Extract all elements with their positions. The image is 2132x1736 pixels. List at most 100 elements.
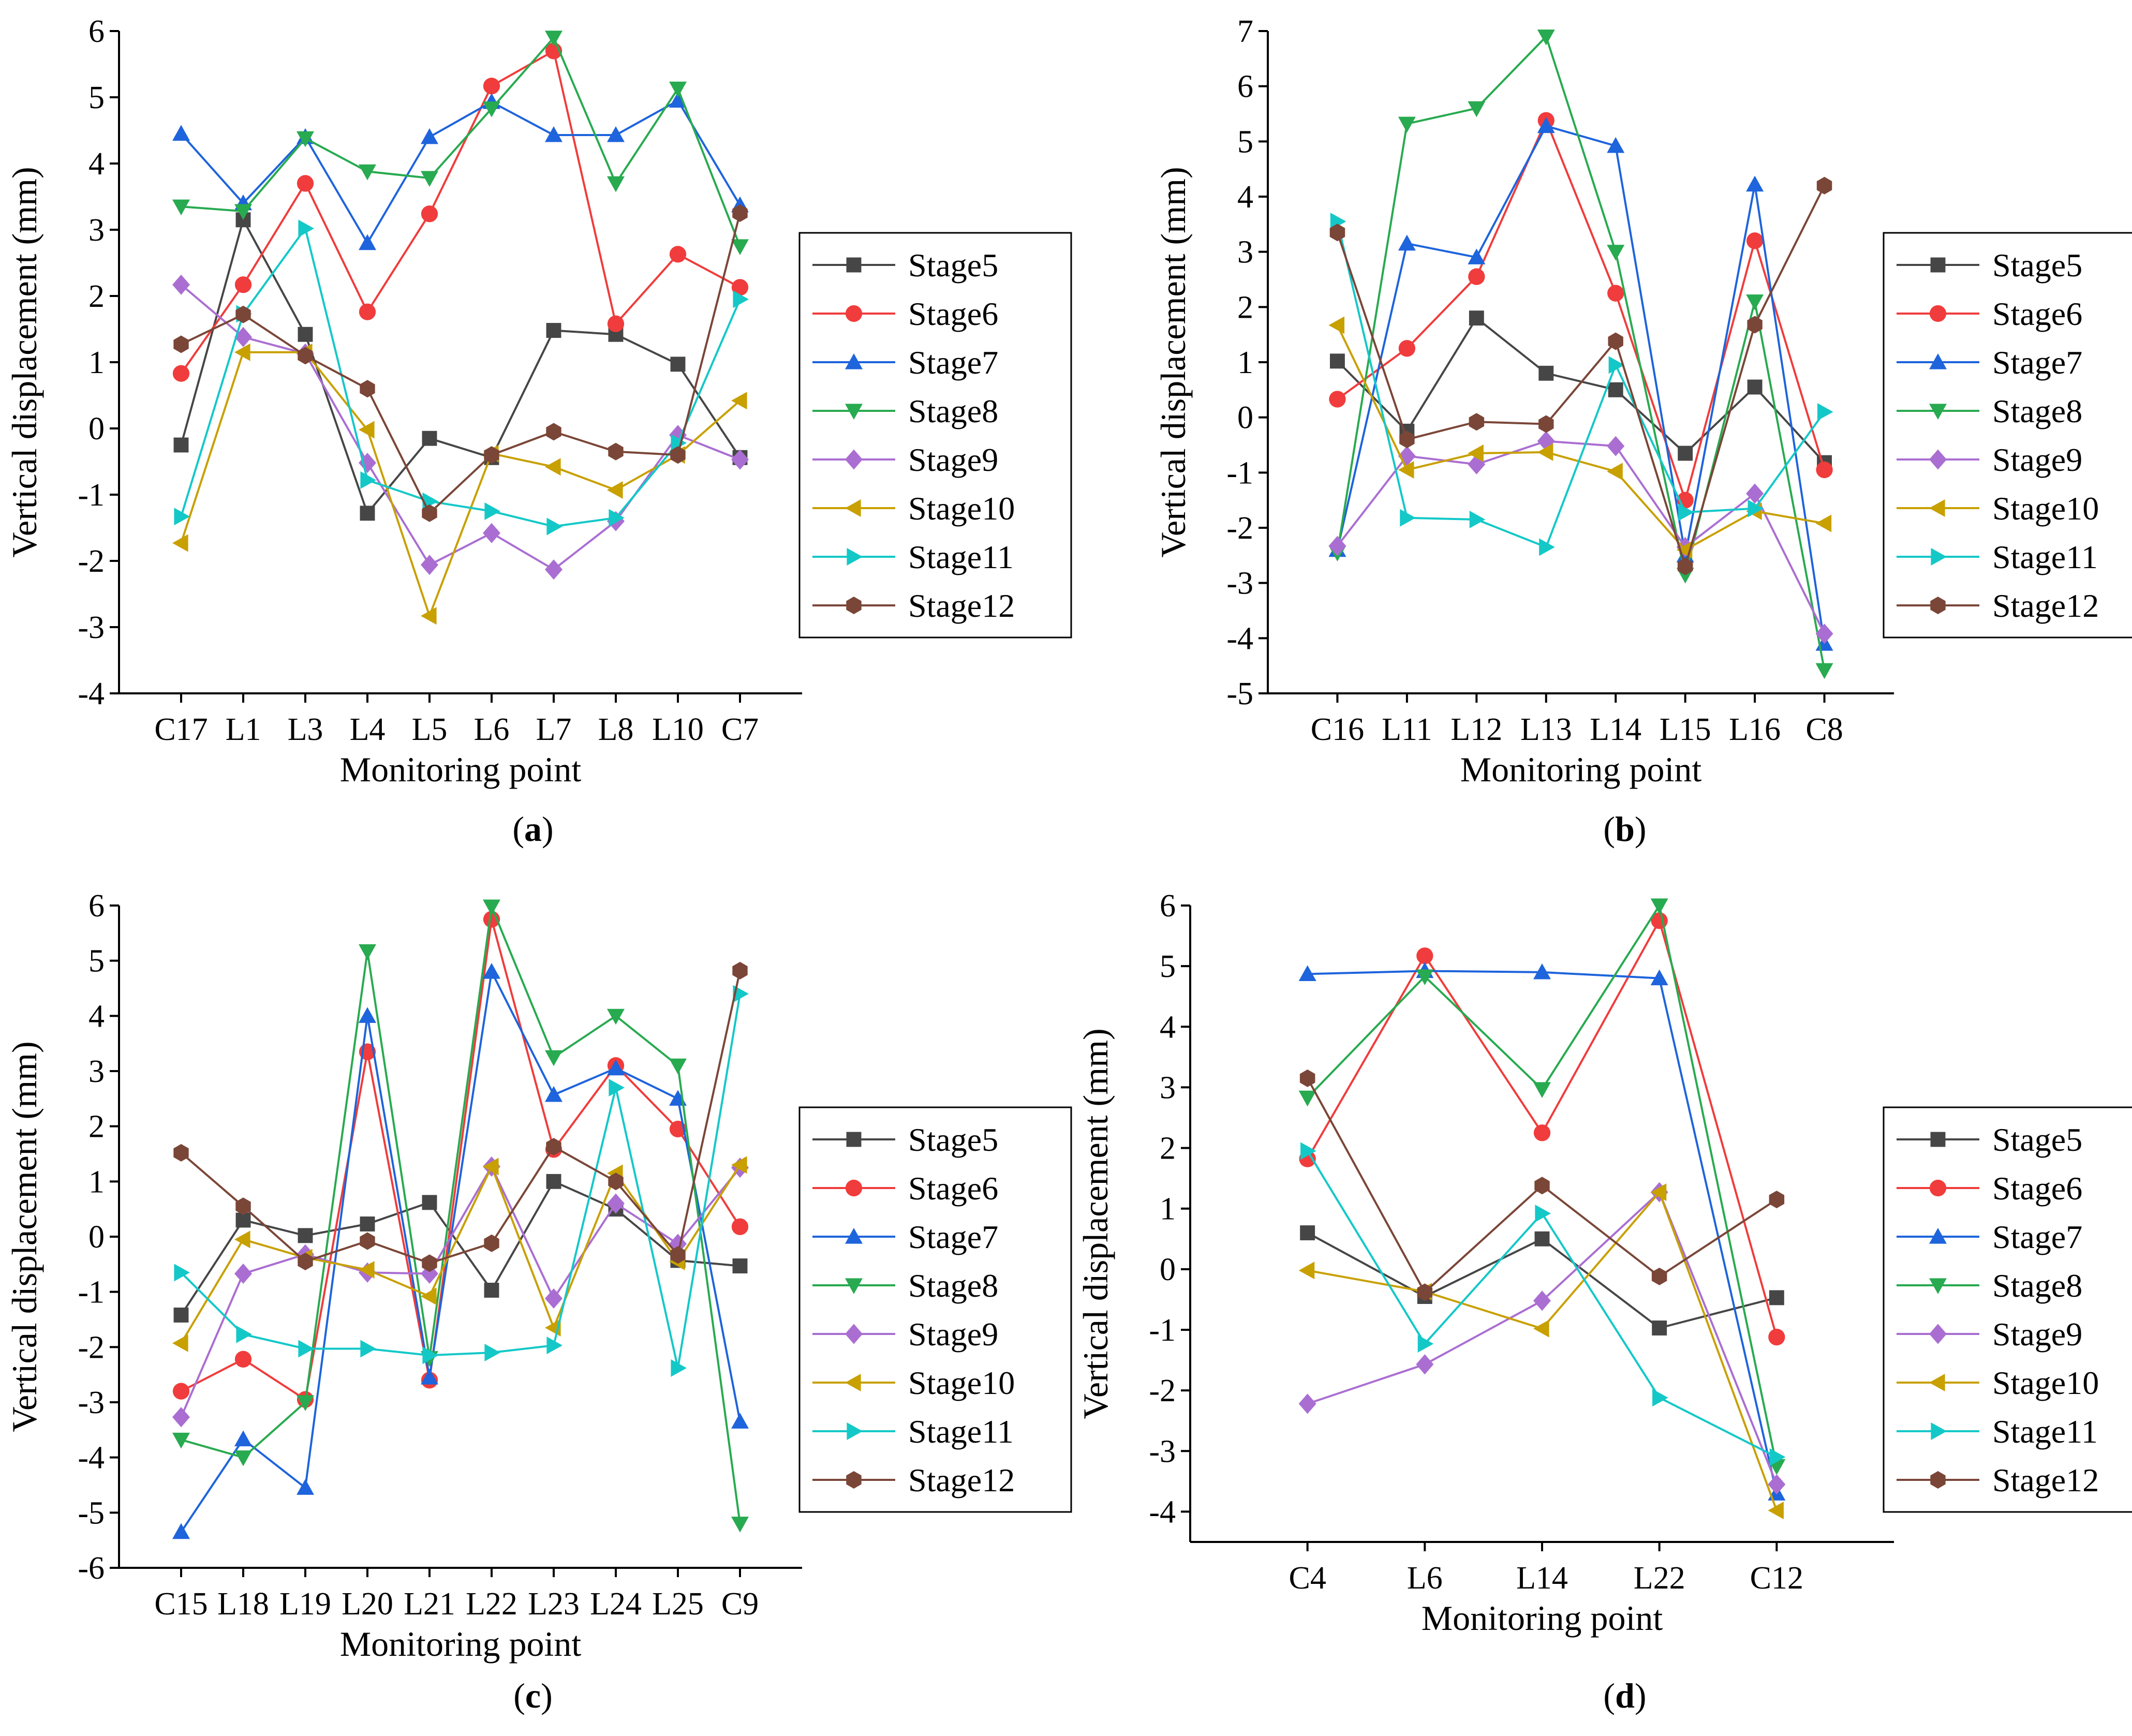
data-point — [607, 126, 625, 142]
data-point — [1608, 382, 1623, 397]
panel-caption: (d) — [1603, 1676, 1646, 1715]
panel-caption: (c) — [513, 1676, 553, 1715]
y-tick-label: 3 — [88, 213, 105, 248]
legend-entry: Stage11 — [1897, 539, 2098, 575]
data-point — [545, 1086, 562, 1102]
x-tick-label: C4 — [1289, 1561, 1326, 1596]
data-point — [1815, 514, 1832, 532]
series-stage12 — [1329, 176, 1832, 575]
data-point — [1468, 444, 1484, 462]
data-point — [609, 1079, 625, 1096]
legend-label: Stage12 — [1992, 587, 2099, 624]
legend-marker — [845, 499, 861, 517]
series-line — [180, 1164, 741, 1418]
data-point — [172, 274, 190, 295]
legend-marker — [846, 257, 862, 273]
data-point — [1607, 137, 1625, 153]
data-point — [731, 1156, 747, 1174]
y-tick-label: 3 — [1160, 1070, 1176, 1105]
data-point — [671, 434, 687, 452]
legend-entry: Stage5 — [812, 1121, 998, 1158]
legend-label: Stage6 — [908, 295, 998, 332]
series-line — [181, 902, 741, 1524]
series-stage9 — [1298, 1182, 1786, 1495]
data-point — [297, 1479, 314, 1495]
legend-entry: Stage7 — [812, 344, 998, 381]
data-point — [422, 1195, 437, 1210]
legend-marker — [845, 449, 863, 470]
legend-entry: Stage11 — [812, 539, 1014, 575]
data-point — [1768, 1502, 1784, 1520]
x-tick-label: C8 — [1805, 712, 1843, 747]
legend-label: Stage10 — [1992, 490, 2099, 527]
series-line — [180, 226, 741, 528]
legend-marker — [1929, 1228, 1947, 1244]
data-point — [234, 1450, 252, 1466]
data-point — [1300, 1225, 1315, 1241]
legend-entry: Stage12 — [812, 587, 1015, 624]
data-point — [172, 199, 190, 216]
data-point — [234, 204, 252, 220]
legend-label: Stage9 — [908, 1316, 998, 1353]
data-point — [1328, 316, 1345, 334]
legend-marker — [1929, 1278, 1947, 1294]
legend-entry: Stage9 — [812, 1316, 998, 1353]
x-tick-label: L21 — [404, 1586, 455, 1622]
x-tick-label: L20 — [342, 1586, 393, 1622]
data-point — [733, 290, 749, 308]
data-point — [484, 1234, 499, 1252]
data-point — [731, 1413, 749, 1429]
legend-label: Stage8 — [1992, 1267, 2082, 1304]
data-point — [1329, 391, 1346, 408]
x-tick-label: L1 — [226, 712, 261, 747]
data-point — [1534, 1231, 1550, 1247]
legend-entry: Stage11 — [1897, 1413, 2098, 1450]
x-axis-label: Monitoring point — [340, 750, 582, 789]
y-axis-label: Vertical displacement (mm) — [5, 1041, 44, 1432]
series-line — [1307, 1231, 1777, 1329]
x-tick-label: C17 — [154, 712, 208, 747]
data-point — [234, 1263, 252, 1284]
x-axis-label: Monitoring point — [1460, 750, 1702, 789]
y-axis-label: Vertical displacement (mm) — [5, 167, 44, 557]
data-point — [360, 1340, 376, 1358]
data-point — [1769, 1290, 1784, 1305]
y-tick-label: 5 — [1237, 124, 1253, 159]
data-point — [545, 1288, 562, 1309]
y-tick-label: -3 — [1226, 566, 1253, 601]
y-tick-label: 1 — [1160, 1192, 1176, 1227]
series-line — [180, 1180, 741, 1316]
y-tick-label: 2 — [88, 1109, 105, 1145]
data-point — [1469, 511, 1486, 528]
series-line — [180, 993, 741, 1369]
series-line — [180, 970, 741, 1265]
data-point — [234, 327, 252, 347]
data-point — [1747, 316, 1763, 334]
data-point — [1533, 1319, 1549, 1338]
data-point — [484, 1344, 500, 1361]
data-point — [1607, 285, 1624, 302]
legend-entry: Stage7 — [812, 1219, 998, 1255]
y-tick-label: 1 — [1237, 345, 1253, 380]
y-tick-label: 1 — [88, 345, 105, 380]
data-point — [421, 1369, 438, 1385]
legend-marker — [847, 548, 863, 566]
series-line — [181, 919, 741, 1402]
data-point — [298, 347, 313, 365]
data-point — [731, 279, 749, 296]
data-point — [1607, 463, 1623, 481]
data-point — [1538, 415, 1554, 433]
x-tick-label: C16 — [1311, 712, 1364, 747]
data-point — [1400, 509, 1416, 527]
data-point — [1533, 1124, 1551, 1141]
data-point — [235, 305, 251, 323]
series-stage9 — [172, 274, 749, 580]
x-tick-label: L10 — [652, 712, 704, 747]
data-point — [1650, 1183, 1667, 1201]
data-point — [1537, 117, 1555, 133]
legend: Stage5 Stage6 Stage7 Stage8 Stage9 Stage10 Sta… — [1883, 232, 2132, 639]
x-tick-label: L13 — [1520, 712, 1572, 747]
data-point — [545, 1050, 562, 1066]
data-point — [1747, 379, 1763, 395]
data-point — [421, 205, 438, 222]
